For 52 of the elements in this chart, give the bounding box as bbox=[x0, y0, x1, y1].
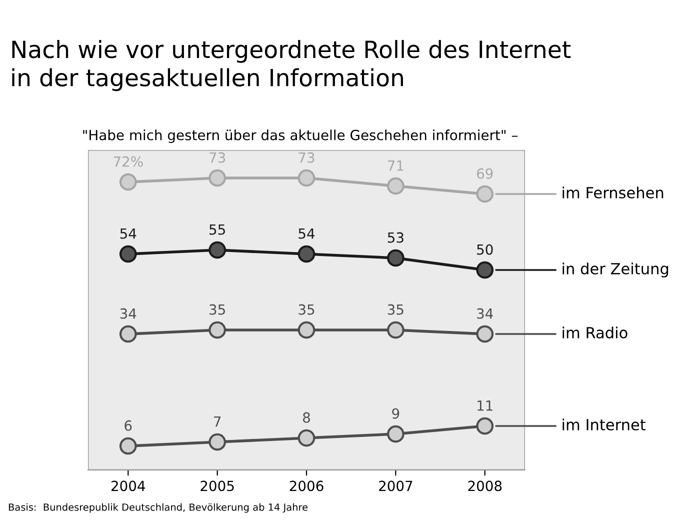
legend-label: in der Zeitung bbox=[562, 262, 668, 278]
point bbox=[387, 249, 404, 267]
legend-label: im Fernsehen bbox=[562, 186, 664, 198]
point bbox=[298, 169, 316, 187]
point bbox=[208, 241, 226, 259]
text: Basis: Bundesrepublik Deutschland, Bevölkerung ab 14 Jahre bbox=[8, 503, 308, 513]
data-label: 35 bbox=[210, 304, 225, 315]
x-tick-label: 2004 bbox=[111, 480, 146, 492]
data-label: 55 bbox=[210, 224, 225, 235]
point bbox=[476, 325, 494, 343]
legend-label: im Internet bbox=[562, 418, 646, 430]
data-label: 54 bbox=[120, 228, 136, 239]
point bbox=[119, 173, 137, 191]
point bbox=[208, 321, 226, 339]
point bbox=[208, 169, 226, 187]
x-tick-label: 2008 bbox=[468, 480, 502, 492]
data-label: 8 bbox=[303, 412, 310, 423]
data-label: 6 bbox=[124, 420, 132, 431]
x-tick-label: 2006 bbox=[290, 480, 324, 492]
point bbox=[119, 245, 137, 263]
data-label: 35 bbox=[298, 304, 314, 315]
data-label: 54 bbox=[298, 228, 315, 239]
chart-title: Nach wie vor untergeordnete Rolle des Internet in der tagesaktuellen Information bbox=[12, 40, 571, 92]
point bbox=[298, 245, 316, 263]
x-tick-label: 2007 bbox=[379, 480, 412, 492]
data-label: 11 bbox=[478, 400, 492, 411]
data-label: 72% bbox=[114, 156, 143, 167]
data-label: 35 bbox=[388, 304, 404, 315]
legend-label: im Radio bbox=[562, 326, 628, 338]
point bbox=[476, 185, 494, 203]
point bbox=[208, 433, 226, 451]
point bbox=[387, 177, 404, 195]
point bbox=[476, 261, 494, 279]
point bbox=[387, 321, 404, 339]
data-label: 71 bbox=[388, 160, 404, 171]
data-label: 9 bbox=[392, 408, 400, 419]
data-label: 73 bbox=[298, 152, 314, 163]
point bbox=[298, 321, 316, 339]
data-label: 34 bbox=[120, 308, 136, 319]
data-label: 7 bbox=[214, 416, 221, 427]
x-tick-label: 2005 bbox=[200, 480, 234, 492]
data-label: 34 bbox=[477, 308, 493, 319]
point bbox=[119, 437, 137, 455]
data-label: 69 bbox=[477, 168, 493, 179]
data-label: 53 bbox=[388, 232, 404, 243]
chart-subtitle: "Habe mich gestern über das aktuelle Geschehen informiert" – bbox=[83, 130, 518, 143]
data-label: 73 bbox=[210, 152, 226, 163]
data-label: 50 bbox=[477, 244, 493, 255]
point bbox=[119, 325, 137, 343]
point bbox=[298, 429, 316, 447]
point bbox=[476, 417, 494, 435]
point bbox=[387, 425, 404, 443]
